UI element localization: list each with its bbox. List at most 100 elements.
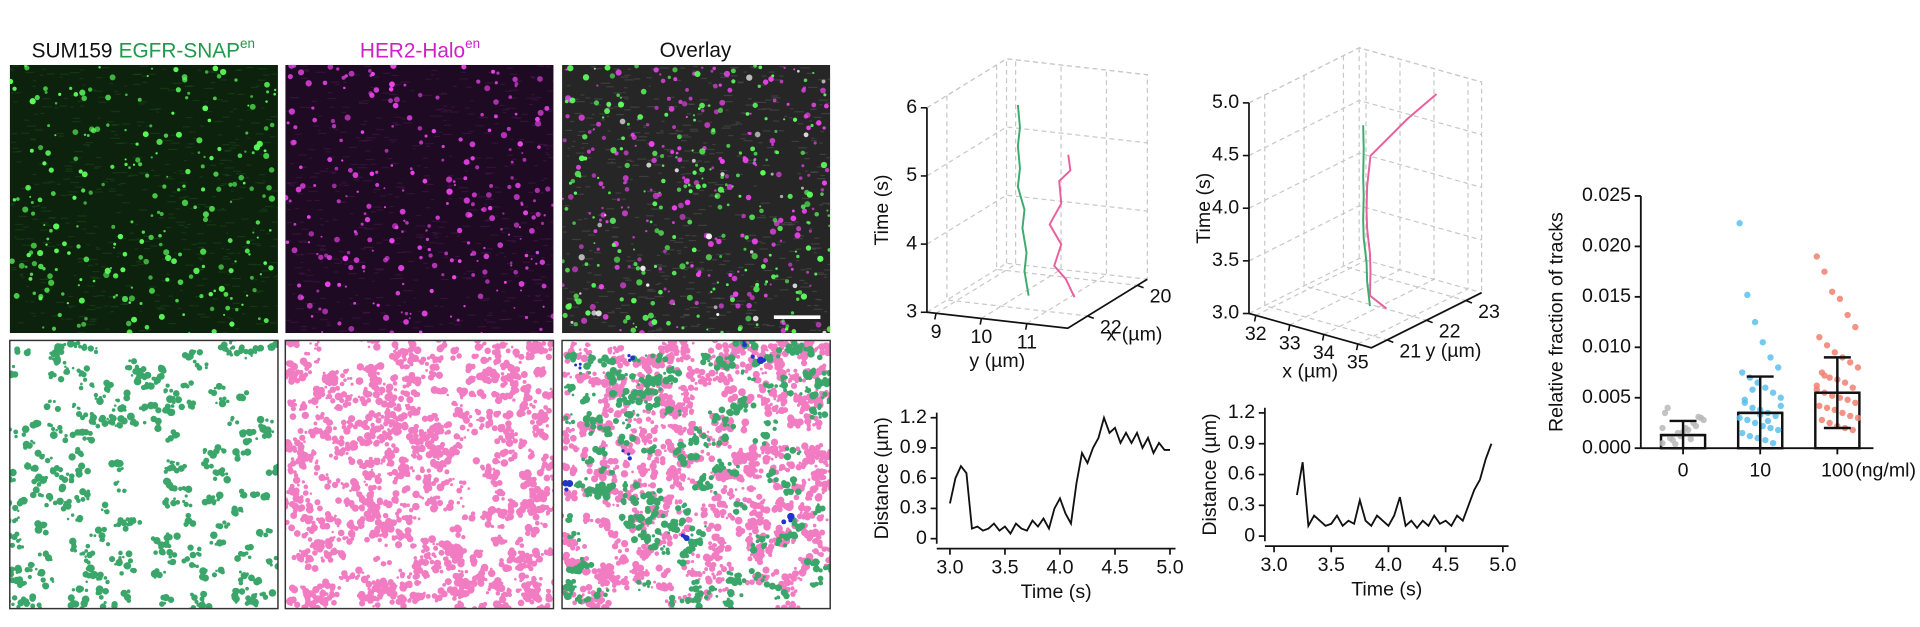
blob (373, 343, 381, 351)
blob (459, 437, 464, 442)
noise (634, 216, 640, 219)
spot (678, 99, 683, 105)
noise (572, 140, 576, 143)
noise (520, 120, 529, 122)
blob (37, 572, 42, 577)
noise (20, 273, 24, 275)
spot (45, 150, 51, 156)
spot (393, 96, 400, 103)
noise (229, 111, 234, 113)
blob (525, 354, 531, 361)
spot (193, 267, 200, 275)
noise (287, 182, 297, 184)
blob (457, 443, 463, 450)
noise (343, 184, 350, 187)
blob (408, 383, 412, 387)
noise (551, 79, 554, 81)
noise (342, 284, 346, 286)
noise (485, 82, 493, 84)
spot (484, 85, 491, 92)
spot (181, 199, 189, 207)
noise (589, 250, 593, 252)
blob (36, 490, 40, 493)
noise (142, 81, 148, 83)
noise (499, 252, 504, 254)
noise (156, 111, 160, 113)
blob (138, 406, 143, 410)
spot (777, 225, 783, 232)
spot (193, 205, 197, 209)
noise (392, 85, 399, 87)
blob (195, 564, 199, 569)
noise (183, 226, 189, 228)
spot (755, 282, 760, 287)
spot (26, 252, 31, 258)
spot (98, 65, 101, 69)
blob (68, 477, 75, 483)
noise (227, 93, 235, 95)
noise (682, 124, 692, 126)
blob (432, 566, 440, 574)
spot (813, 141, 817, 145)
noise (41, 222, 48, 224)
noise (814, 237, 820, 239)
noise (422, 178, 432, 180)
blob (503, 380, 508, 386)
spot (88, 126, 95, 133)
blob (103, 379, 111, 387)
spot (678, 202, 684, 209)
noise (526, 295, 531, 297)
blob (425, 593, 431, 599)
spot (196, 137, 203, 144)
noise (547, 90, 554, 92)
blob (520, 371, 528, 378)
spot (106, 123, 110, 127)
noise (164, 163, 170, 166)
spot (110, 164, 115, 169)
noise (59, 105, 67, 107)
spot (117, 233, 124, 240)
noise (313, 125, 320, 127)
blob (380, 462, 383, 465)
blob (221, 385, 226, 390)
noise (236, 125, 241, 127)
noise (810, 108, 817, 110)
spot (38, 293, 44, 300)
noise (210, 164, 217, 166)
spot (42, 161, 47, 166)
noise (82, 228, 86, 230)
spot (178, 252, 182, 257)
noise (617, 166, 622, 168)
spot (101, 182, 105, 187)
noise (682, 314, 689, 316)
blob (508, 553, 512, 557)
spot (749, 214, 755, 221)
blob (424, 431, 427, 435)
blob (426, 468, 432, 473)
noise (285, 319, 291, 321)
noise (120, 303, 129, 305)
spot (745, 112, 750, 116)
noise (365, 137, 376, 139)
noise (135, 261, 142, 263)
noise (771, 95, 778, 97)
noise (233, 108, 237, 110)
blob (301, 532, 307, 539)
blob (239, 344, 245, 351)
spot (87, 87, 93, 92)
noise (664, 278, 668, 280)
noise (587, 234, 595, 236)
spot (582, 134, 588, 140)
noise (774, 295, 778, 297)
noise (23, 226, 30, 228)
blob (71, 543, 77, 550)
spot (171, 258, 177, 265)
noise (533, 321, 540, 323)
noise (65, 170, 73, 172)
spot (188, 274, 194, 279)
spot (452, 180, 456, 183)
noise (350, 163, 358, 166)
noise (488, 312, 493, 314)
spot (783, 66, 786, 70)
blob (520, 577, 525, 581)
